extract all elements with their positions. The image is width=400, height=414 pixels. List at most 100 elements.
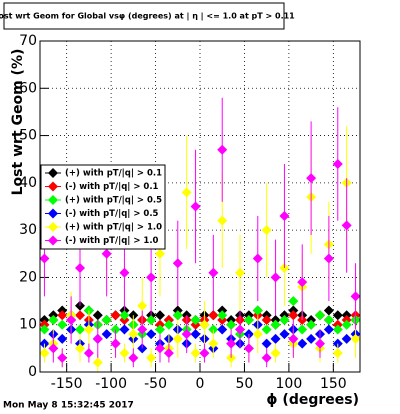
marker bbox=[226, 319, 237, 330]
marker bbox=[306, 319, 317, 330]
marker bbox=[217, 324, 228, 335]
y-tick-label: 70 bbox=[19, 33, 37, 49]
x-axis-label: ϕ (degrees) bbox=[266, 392, 359, 408]
marker bbox=[226, 338, 237, 349]
marker bbox=[155, 248, 165, 259]
legend-label: (+) with pT/|q| > 0.5 bbox=[65, 196, 162, 206]
marker bbox=[306, 173, 317, 184]
marker bbox=[332, 348, 343, 359]
x-tick-label: 100 bbox=[276, 376, 303, 392]
marker bbox=[75, 310, 85, 321]
marker bbox=[128, 352, 139, 363]
marker bbox=[83, 348, 94, 359]
marker bbox=[146, 314, 157, 325]
x-tick-label: -150 bbox=[51, 376, 83, 392]
marker bbox=[155, 343, 165, 354]
marker bbox=[332, 310, 343, 321]
marker bbox=[119, 267, 130, 278]
marker bbox=[270, 333, 281, 344]
marker bbox=[57, 310, 68, 321]
legend-label: (-) with pT/|q| > 1.0 bbox=[65, 236, 159, 246]
marker bbox=[341, 220, 352, 231]
marker bbox=[190, 314, 201, 325]
marker bbox=[235, 267, 245, 278]
y-tick-label: 40 bbox=[19, 175, 37, 191]
marker bbox=[40, 348, 50, 359]
marker bbox=[341, 333, 352, 344]
x-tick-label: 0 bbox=[196, 376, 205, 392]
marker bbox=[332, 324, 343, 335]
marker bbox=[137, 300, 148, 311]
x-tick-label: -50 bbox=[144, 376, 167, 392]
marker bbox=[75, 343, 85, 354]
legend-marker bbox=[48, 208, 58, 219]
marker bbox=[261, 314, 272, 325]
marker bbox=[217, 144, 228, 155]
title-box bbox=[3, 2, 285, 30]
x-tick-label: 150 bbox=[320, 376, 347, 392]
marker bbox=[83, 324, 94, 335]
marker bbox=[190, 201, 201, 212]
marker bbox=[101, 329, 112, 340]
marker bbox=[350, 291, 360, 302]
marker bbox=[190, 329, 201, 340]
marker bbox=[101, 314, 112, 325]
marker bbox=[110, 338, 121, 349]
marker bbox=[261, 352, 272, 363]
plot-frame bbox=[39, 40, 361, 373]
marker bbox=[57, 352, 68, 363]
x-tick-label: 50 bbox=[236, 376, 254, 392]
marker bbox=[350, 333, 360, 344]
marker bbox=[40, 324, 50, 335]
marker bbox=[315, 338, 325, 349]
marker bbox=[172, 258, 183, 269]
legend-marker bbox=[48, 168, 58, 178]
marker bbox=[323, 253, 334, 264]
marker bbox=[315, 310, 325, 321]
marker bbox=[128, 329, 139, 340]
marker bbox=[190, 348, 201, 359]
marker bbox=[261, 225, 272, 236]
marker bbox=[279, 210, 290, 221]
marker bbox=[137, 324, 148, 335]
marker bbox=[119, 324, 130, 335]
y-axis-label: Lost wrt Geom (%) bbox=[10, 49, 26, 196]
y-tick-label: 30 bbox=[19, 222, 37, 238]
x-tick-label: -100 bbox=[95, 376, 127, 392]
y-tick-label: 20 bbox=[19, 269, 37, 285]
marker bbox=[208, 338, 219, 349]
legend-label: (-) with pT/|q| > 0.5 bbox=[65, 209, 159, 219]
legend-label: (+) with pT/|q| > 1.0 bbox=[65, 223, 162, 233]
marker bbox=[181, 187, 192, 198]
marker bbox=[270, 348, 281, 359]
marker bbox=[57, 319, 68, 330]
marker bbox=[163, 348, 174, 359]
marker bbox=[48, 343, 59, 354]
marker bbox=[92, 357, 103, 368]
marker bbox=[288, 310, 299, 321]
marker bbox=[270, 272, 281, 283]
legend-box bbox=[40, 164, 166, 250]
legend-label: (-) with pT/|q| > 0.1 bbox=[65, 182, 159, 192]
marker bbox=[199, 319, 210, 330]
marker bbox=[297, 338, 308, 349]
marker bbox=[217, 215, 228, 226]
marker bbox=[75, 262, 85, 273]
marker bbox=[252, 253, 263, 264]
marker bbox=[92, 310, 103, 321]
legend-marker bbox=[48, 195, 58, 205]
footer: Mon May 8 15:32:45 2017 bbox=[3, 401, 134, 411]
marker bbox=[208, 310, 219, 321]
marker bbox=[243, 314, 254, 325]
marker bbox=[119, 348, 130, 359]
marker bbox=[261, 338, 272, 349]
legend-label: (+) with pT/|q| > 0.1 bbox=[65, 169, 162, 179]
y-tick-label: 50 bbox=[19, 128, 37, 144]
marker bbox=[279, 329, 290, 340]
legend-marker bbox=[48, 235, 58, 246]
marker bbox=[199, 348, 210, 359]
markers bbox=[40, 97, 360, 372]
marker bbox=[110, 310, 121, 321]
marker bbox=[75, 324, 85, 335]
marker bbox=[323, 324, 334, 335]
